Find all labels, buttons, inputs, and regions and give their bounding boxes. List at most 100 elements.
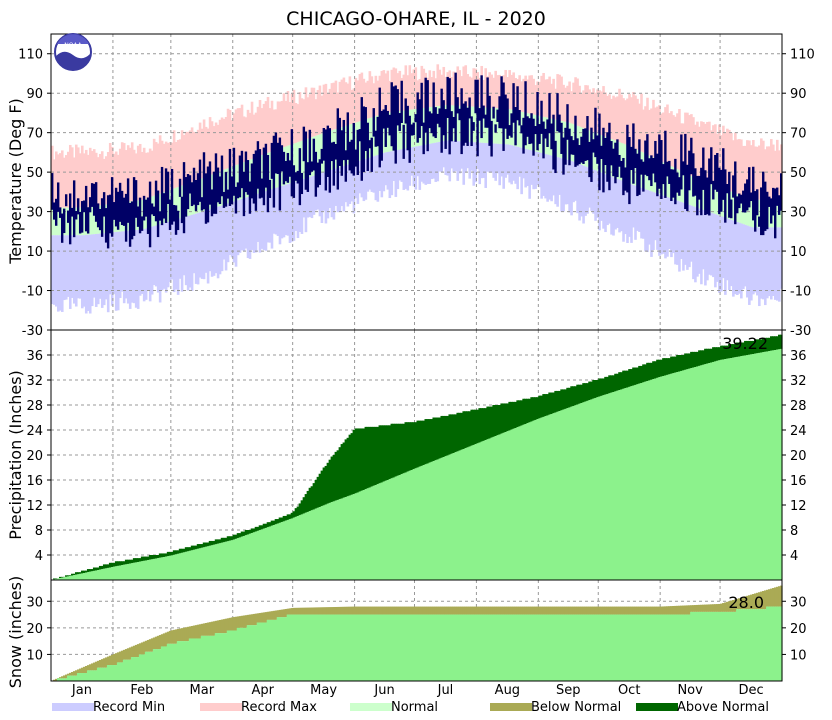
below-normal-bar bbox=[578, 606, 581, 615]
below-normal-bar bbox=[566, 606, 569, 615]
normal-precip-bar bbox=[262, 528, 266, 580]
below-normal-bar bbox=[260, 612, 264, 623]
below-normal-bar bbox=[372, 606, 376, 615]
observed-snow-bar bbox=[142, 654, 146, 681]
normal-precip-bar bbox=[644, 381, 647, 580]
below-normal-bar bbox=[328, 607, 332, 615]
below-normal-bar bbox=[504, 606, 507, 615]
record-min-bar bbox=[318, 173, 322, 217]
normal-precip-bar bbox=[666, 374, 669, 580]
record-min-bar bbox=[386, 152, 390, 190]
normal-bar bbox=[714, 185, 717, 215]
record-max-bar bbox=[746, 140, 749, 198]
normal-bar bbox=[436, 106, 440, 143]
observed-snow-bar bbox=[192, 638, 196, 681]
observed-snow-bar bbox=[512, 614, 515, 681]
record-max-bar bbox=[164, 141, 168, 192]
observed-snow-bar bbox=[318, 614, 322, 681]
observed-snow-bar bbox=[320, 614, 324, 681]
normal-bar bbox=[558, 120, 561, 158]
normal-bar bbox=[140, 199, 144, 230]
observed-snow-bar bbox=[70, 675, 74, 681]
record-max-bar bbox=[246, 109, 250, 161]
normal-precip-bar bbox=[500, 433, 503, 580]
below-normal-bar bbox=[272, 610, 276, 620]
below-normal-bar bbox=[308, 607, 312, 615]
above-normal-bar bbox=[664, 358, 667, 376]
record-min-bar bbox=[472, 142, 476, 186]
normal-precip-bar bbox=[398, 475, 402, 580]
record-min-bar bbox=[676, 200, 679, 265]
record-max-bar bbox=[380, 70, 384, 115]
normal-precip-bar bbox=[54, 578, 58, 580]
record-min-bar bbox=[618, 179, 621, 233]
record-min-bar bbox=[416, 146, 420, 177]
normal-precip-bar bbox=[716, 360, 719, 580]
above-normal-bar bbox=[514, 401, 517, 429]
normal-bar bbox=[554, 119, 557, 157]
normal-bar bbox=[492, 108, 495, 144]
normal-precip-bar bbox=[244, 535, 248, 580]
record-min-bar bbox=[196, 213, 200, 285]
normal-precip-bar bbox=[470, 445, 474, 580]
above-normal-bar bbox=[548, 392, 551, 415]
daily-temperature-bar bbox=[246, 160, 250, 195]
record-max-bar bbox=[470, 77, 474, 107]
record-max-bar bbox=[122, 143, 126, 203]
observed-snow-bar bbox=[312, 614, 316, 681]
normal-precip-bar bbox=[290, 518, 294, 580]
below-normal-bar bbox=[244, 615, 248, 628]
daily-temperature-bar bbox=[608, 122, 611, 191]
y-tick-label: 28 bbox=[26, 399, 43, 414]
daily-temperature-bar bbox=[414, 114, 417, 123]
above-normal-bar bbox=[280, 517, 284, 523]
below-normal-bar bbox=[594, 606, 597, 615]
normal-precip-bar bbox=[458, 450, 462, 580]
below-normal-bar bbox=[730, 600, 733, 612]
observed-snow-bar bbox=[286, 614, 290, 681]
normal-precip-bar bbox=[204, 546, 208, 580]
below-normal-bar bbox=[548, 606, 551, 615]
record-min-bar bbox=[206, 209, 210, 284]
record-min-bar bbox=[756, 227, 759, 296]
above-normal-bar bbox=[720, 345, 723, 360]
normal-precip-bar bbox=[478, 442, 482, 580]
above-normal-bar bbox=[704, 348, 707, 365]
record-max-bar bbox=[304, 87, 308, 140]
above-normal-bar bbox=[408, 422, 412, 471]
daily-temperature-bar bbox=[556, 93, 559, 132]
observed-snow-bar bbox=[262, 622, 266, 681]
daily-temperature-bar bbox=[568, 128, 571, 166]
observed-snow-bar bbox=[688, 614, 691, 681]
record-min-bar bbox=[450, 140, 454, 169]
observed-snow-bar bbox=[588, 614, 591, 681]
record-max-bar bbox=[238, 108, 242, 164]
above-normal-bar bbox=[426, 419, 430, 464]
record-max-bar bbox=[108, 142, 112, 205]
record-min-bar bbox=[120, 231, 124, 292]
above-normal-bar bbox=[484, 408, 488, 441]
record-max-bar bbox=[338, 81, 342, 128]
normal-precip-bar bbox=[286, 519, 290, 580]
daily-temperature-bar bbox=[760, 187, 763, 236]
daily-temperature-bar bbox=[702, 147, 705, 190]
daily-temperature-bar bbox=[592, 139, 595, 153]
normal-precip-bar bbox=[392, 477, 396, 580]
chart-title: CHICAGO-OHARE, IL - 2020 bbox=[286, 8, 546, 30]
daily-temperature-bar bbox=[500, 76, 503, 129]
above-normal-bar bbox=[102, 564, 106, 569]
record-min-bar bbox=[686, 204, 689, 270]
record-min-bar bbox=[388, 151, 392, 199]
record-max-bar bbox=[622, 98, 625, 144]
record-max-bar bbox=[354, 77, 358, 123]
normal-bar bbox=[512, 110, 515, 146]
above-normal-bar bbox=[188, 547, 192, 551]
daily-temperature-bar bbox=[648, 158, 651, 181]
below-normal-bar bbox=[70, 671, 74, 676]
daily-temperature-bar bbox=[572, 140, 575, 155]
record-min-bar bbox=[682, 202, 685, 271]
record-min-bar bbox=[696, 207, 699, 277]
record-min-bar bbox=[330, 169, 334, 218]
above-normal-bar bbox=[326, 462, 330, 504]
record-max-bar bbox=[422, 68, 426, 109]
